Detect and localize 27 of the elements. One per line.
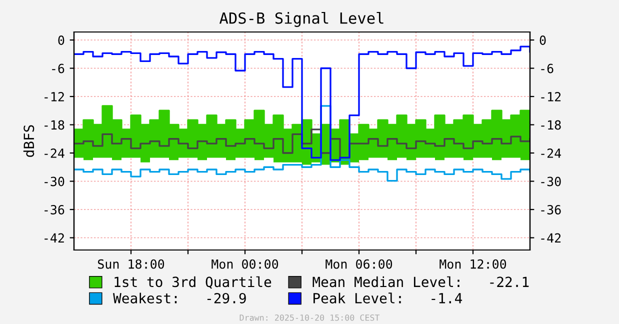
x-tick-label: Mon 06:00 — [326, 259, 392, 269]
legend-label: 1st to 3rd Quartile — [114, 276, 272, 289]
y2-tick-label: 0 — [540, 36, 546, 45]
x-tick-label: Sun 18:00 — [98, 259, 164, 269]
legend-label: Mean Median Level: -22.1 — [312, 276, 529, 288]
text: Drawn: 2025-10-20 15:00 CEST — [240, 314, 380, 321]
y2-tick-label: -36 — [541, 205, 561, 214]
y-tick-label: -30 — [44, 176, 64, 186]
y-tick-label: 0 — [58, 36, 64, 45]
y2-tick-label: -12 — [541, 92, 561, 102]
x-tick-label: Mon 00:00 — [212, 259, 278, 269]
legend-label: Weakest: -29.9 — [113, 292, 246, 304]
y-tick-label: -18 — [44, 120, 64, 130]
y2-tick-label: -24 — [541, 148, 562, 158]
x-tick-label: Mon 12:00 — [440, 259, 506, 269]
y-tick-label: -24 — [44, 148, 64, 158]
legend-label: Peak Level: -1.4 — [314, 292, 462, 304]
y-tick-label: -6 — [52, 64, 64, 74]
y2-tick-label: -42 — [541, 233, 561, 243]
y2-tick-label: -6 — [541, 64, 554, 74]
y-tick-label: -36 — [44, 205, 64, 214]
y-tick-label: -42 — [44, 233, 64, 243]
y-axis-title: dBFS — [23, 125, 34, 157]
y-tick-label: -12 — [44, 92, 64, 102]
y2-tick-label: -18 — [541, 120, 561, 130]
y2-tick-label: -30 — [541, 176, 561, 186]
chart-title: ADS-B Signal Level — [220, 12, 384, 27]
